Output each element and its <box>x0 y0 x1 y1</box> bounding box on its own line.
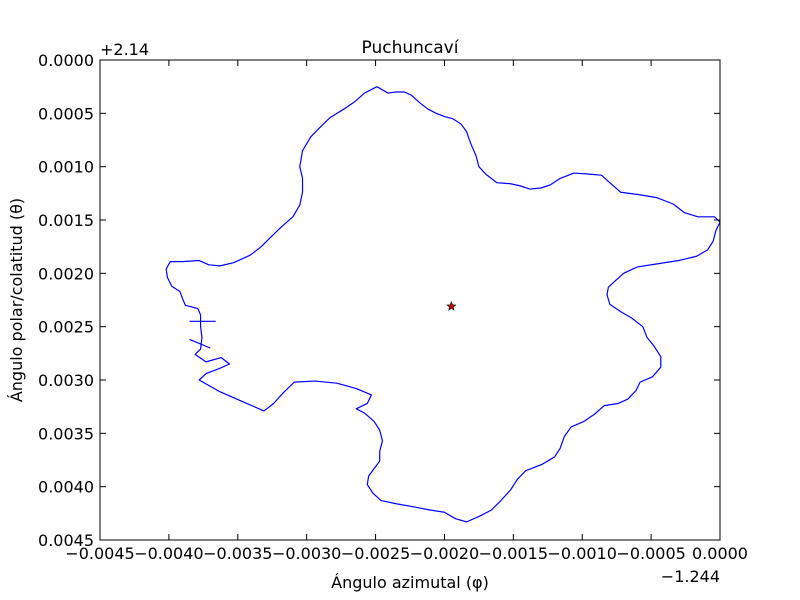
y-tick-label: 0.0045 <box>38 531 94 550</box>
x-tick-label: −0.0045 <box>65 544 134 563</box>
ticks-layer: −0.0045 −0.0040 −0.0035 −0.0030 −0.0025 −0.00… <box>38 51 748 563</box>
x-tick-label: −0.0030 <box>272 544 341 563</box>
y-tick-label: 0.0040 <box>38 478 94 497</box>
centroid-star-marker <box>446 301 457 311</box>
y-tick-label: 0.0015 <box>38 211 94 230</box>
series-line-2 <box>189 338 211 349</box>
x-offset-label: −1.244 <box>661 567 720 586</box>
x-tick-label: −0.0010 <box>548 544 617 563</box>
y-tick-label: 0.0025 <box>38 318 94 337</box>
y-tick-label: 0.0030 <box>38 371 94 390</box>
y-axis-label: Ángulo polar/colatitud (θ) <box>7 198 26 402</box>
x-axis-label: Ángulo azimutal (φ) <box>331 573 489 592</box>
x-tick-label: −0.0005 <box>616 544 685 563</box>
plot-layer <box>165 86 721 523</box>
x-tick-label: −0.0035 <box>203 544 272 563</box>
y-tick-label: 0.0020 <box>38 264 94 283</box>
y-tick-label: 0.0035 <box>38 424 94 443</box>
x-tick-label: −0.0015 <box>479 544 548 563</box>
y-offset-label: +2.14 <box>100 40 149 59</box>
chart-title: Puchuncaví <box>362 38 460 58</box>
series-line-0 <box>165 86 721 523</box>
x-tick-label: −0.0020 <box>410 544 479 563</box>
y-tick-label: 0.0000 <box>38 51 94 70</box>
x-tick-label: −0.0025 <box>341 544 410 563</box>
y-tick-label: 0.0010 <box>38 158 94 177</box>
x-tick-label: 0.0000 <box>692 544 748 563</box>
plot-frame <box>99 59 721 541</box>
x-tick-label: −0.0040 <box>134 544 203 563</box>
y-tick-label: 0.0005 <box>38 104 94 123</box>
